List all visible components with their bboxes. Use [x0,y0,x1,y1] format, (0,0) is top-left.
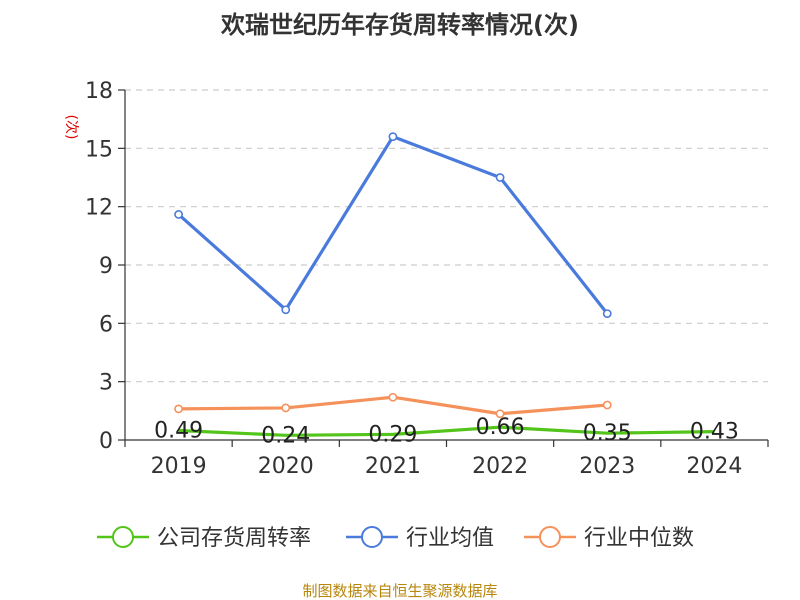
x-tick-label: 2020 [258,454,314,479]
legend-label: 公司存货周转率 [157,526,311,551]
axes: 0 3 6 9 12 15 18 2019 2020 2021 2022 2023 2024 [85,79,769,479]
x-tick-label: 2019 [151,454,207,479]
series-lines [174,132,715,437]
y-tick-label: 9 [99,254,113,279]
legend-item: 行业中位数 [524,526,694,551]
x-tick-label: 2021 [365,454,421,479]
data-point [602,309,612,319]
legend-label: 行业均值 [406,526,494,551]
legend-label: 行业中位数 [584,526,694,551]
data-point [174,404,183,414]
data-label: 0.49 [154,418,203,443]
legend-item: 公司存货周转率 [97,526,311,551]
chart-title: 欢瑞世纪历年存货周转率情况(次) [220,11,579,39]
y-tick-label: 6 [99,312,113,337]
legend-marker [112,526,134,548]
series-line [177,135,609,315]
data-labels: 0.49 0.24 0.29 0.66 0.35 0.43 [154,415,739,448]
y-axis-label: (次) [63,115,79,140]
x-tick-label: 2024 [686,454,742,479]
data-point [281,403,291,413]
data-point [388,132,398,142]
source-note: 制图数据来自恒生聚源数据库 [302,582,497,600]
legend-marker [539,526,561,548]
series-line [178,425,715,437]
legend-item: 行业均值 [346,526,494,551]
data-point [495,173,505,182]
data-label: 0.35 [583,421,632,446]
grid-lines [125,89,768,383]
y-tick-label: 0 [99,429,113,454]
data-label: 0.66 [476,415,525,440]
data-point [602,400,612,410]
legend-marker [361,526,383,548]
x-tick-label: 2022 [472,454,528,479]
y-tick-label: 18 [85,79,113,104]
data-point [388,392,398,402]
x-tick-label: 2023 [579,454,635,479]
data-point [495,409,505,419]
data-point [174,210,183,219]
legend: 公司存货周转率 行业均值 行业中位数 [97,526,694,551]
data-label: 0.29 [368,422,417,447]
y-tick-label: 15 [85,137,113,162]
data-point [281,305,291,315]
data-label: 0.43 [690,420,739,445]
data-label: 0.24 [261,423,310,448]
y-tick-label: 12 [85,196,113,221]
y-tick-label: 3 [99,371,113,396]
